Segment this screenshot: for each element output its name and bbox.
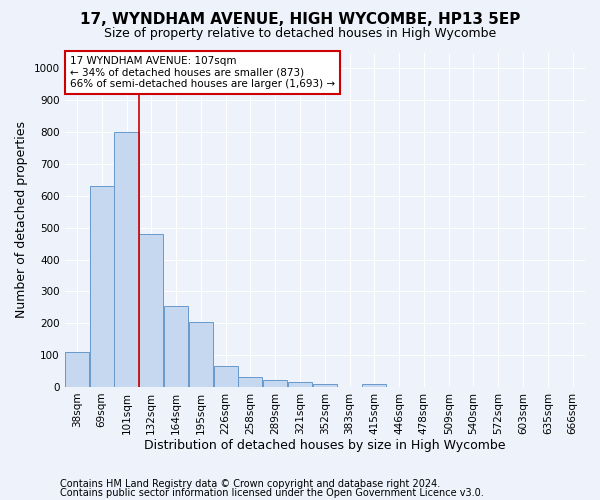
Bar — [65, 352, 89, 387]
Bar — [313, 384, 337, 387]
Bar — [238, 378, 262, 387]
Bar — [288, 382, 312, 387]
Text: Contains HM Land Registry data © Crown copyright and database right 2024.: Contains HM Land Registry data © Crown c… — [60, 479, 440, 489]
Bar — [115, 132, 139, 387]
Bar — [164, 306, 188, 387]
Bar — [214, 366, 238, 387]
Text: 17 WYNDHAM AVENUE: 107sqm
← 34% of detached houses are smaller (873)
66% of semi: 17 WYNDHAM AVENUE: 107sqm ← 34% of detac… — [70, 56, 335, 89]
Text: 17, WYNDHAM AVENUE, HIGH WYCOMBE, HP13 5EP: 17, WYNDHAM AVENUE, HIGH WYCOMBE, HP13 5… — [80, 12, 520, 28]
Y-axis label: Number of detached properties: Number of detached properties — [15, 121, 28, 318]
Text: Contains public sector information licensed under the Open Government Licence v3: Contains public sector information licen… — [60, 488, 484, 498]
Bar — [362, 384, 386, 387]
X-axis label: Distribution of detached houses by size in High Wycombe: Distribution of detached houses by size … — [144, 440, 506, 452]
Text: Size of property relative to detached houses in High Wycombe: Size of property relative to detached ho… — [104, 28, 496, 40]
Bar — [189, 322, 213, 387]
Bar — [139, 234, 163, 387]
Bar — [89, 186, 114, 387]
Bar — [263, 380, 287, 387]
